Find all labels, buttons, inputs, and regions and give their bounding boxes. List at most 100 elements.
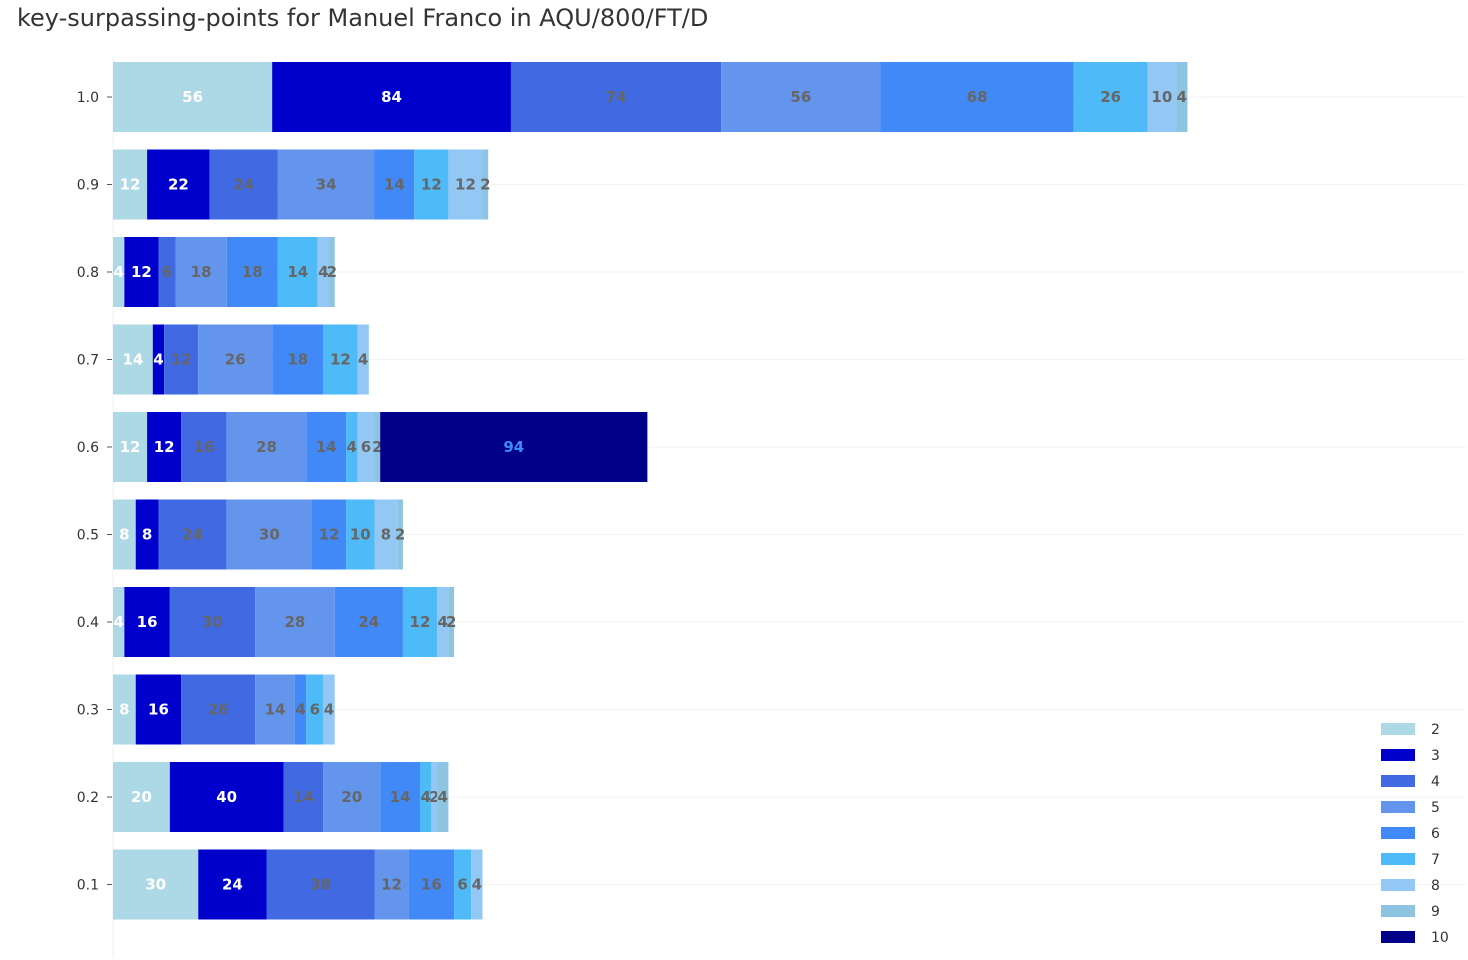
legend-swatch	[1381, 723, 1415, 735]
bar-segment	[113, 237, 125, 307]
data-label: 2	[372, 438, 382, 456]
data-label: 56	[182, 88, 203, 106]
data-label: 18	[287, 351, 308, 369]
data-label: 4	[318, 263, 328, 281]
legend-swatch	[1381, 853, 1415, 865]
data-label: 2	[480, 176, 490, 194]
y-tick-label: 1.0	[77, 90, 99, 106]
bar-segment	[147, 412, 182, 482]
bar-segment	[113, 149, 148, 220]
bar-segment	[158, 237, 176, 307]
legend-label: 5	[1431, 800, 1440, 816]
bar-segment	[329, 237, 335, 307]
bar-segment	[357, 324, 369, 395]
data-label: 8	[142, 526, 152, 544]
data-label: 12	[120, 176, 141, 194]
bar-segment	[124, 587, 170, 657]
bar-segment	[374, 412, 381, 482]
data-label: 12	[120, 438, 141, 456]
bar-segment	[317, 237, 330, 307]
bar-segment	[181, 412, 227, 482]
data-label: 4	[324, 701, 334, 719]
bar-segment	[147, 149, 210, 220]
bar-segment	[294, 674, 307, 745]
data-label: 30	[202, 613, 223, 631]
data-label: 20	[131, 788, 152, 806]
data-label: 2	[429, 788, 439, 806]
bar-segment	[277, 149, 375, 220]
bar-segment	[198, 849, 267, 920]
data-label: 14	[287, 263, 308, 281]
data-label: 30	[259, 526, 280, 544]
bar-segment	[323, 674, 335, 745]
bar-segment	[334, 587, 403, 657]
data-label: 84	[381, 88, 402, 106]
data-label: 8	[119, 526, 129, 544]
data-label: 12	[381, 876, 402, 894]
bar-segment	[226, 412, 307, 482]
data-label: 12	[330, 351, 351, 369]
data-label: 4	[438, 788, 448, 806]
data-label: 26	[225, 351, 246, 369]
bar-segment	[374, 149, 415, 220]
data-label: 26	[208, 701, 229, 719]
data-label: 12	[319, 526, 340, 544]
data-label: 10	[350, 526, 371, 544]
data-label: 4	[113, 613, 123, 631]
data-label: 24	[222, 876, 243, 894]
y-tick-label: 0.4	[77, 615, 99, 631]
bar-segment	[346, 499, 375, 570]
bar-segment	[198, 324, 273, 395]
bar-segment	[113, 762, 170, 832]
bar-segment	[510, 62, 722, 132]
data-label: 16	[194, 438, 215, 456]
data-label: 26	[1100, 88, 1121, 106]
data-label: 4	[472, 876, 482, 894]
bar-segment	[175, 237, 227, 307]
data-label: 24	[182, 526, 203, 544]
bar-segment	[323, 762, 381, 832]
data-label: 6	[310, 701, 320, 719]
bar-segment	[135, 674, 182, 745]
data-label: 18	[191, 263, 212, 281]
data-label: 18	[242, 263, 263, 281]
bar-segment	[323, 324, 358, 395]
bar-segment	[255, 587, 335, 657]
bar-segment	[721, 62, 881, 132]
data-label: 16	[148, 701, 169, 719]
data-label: 4	[420, 788, 430, 806]
data-label: 4	[295, 701, 305, 719]
chart-title: key-surpassing-points for Manuel Franco …	[17, 4, 709, 32]
data-label: 56	[790, 88, 811, 106]
bar-segment	[408, 849, 455, 920]
data-label: 40	[216, 788, 237, 806]
legend-swatch	[1381, 931, 1415, 943]
bar-segment	[346, 412, 358, 482]
legend-label: 9	[1431, 904, 1440, 920]
data-label: 20	[341, 788, 362, 806]
legend-swatch	[1381, 749, 1415, 761]
bar-segment	[113, 412, 148, 482]
legend-label: 10	[1431, 930, 1449, 946]
data-label: 4	[438, 613, 448, 631]
data-label: 28	[284, 613, 305, 631]
y-tick-label: 0.7	[77, 353, 99, 369]
bar-segment	[431, 762, 438, 832]
bar-segment	[402, 587, 438, 657]
data-label: 6	[361, 438, 371, 456]
bar-segment	[277, 237, 318, 307]
bar-segment	[374, 499, 398, 570]
data-label: 12	[131, 263, 152, 281]
legend-label: 7	[1431, 852, 1440, 868]
bar-segment	[164, 324, 199, 395]
bar-segment	[226, 237, 278, 307]
bar-segment	[311, 499, 347, 570]
data-label: 2	[327, 263, 337, 281]
bar-segment	[209, 149, 278, 220]
bar-segment	[880, 62, 1074, 132]
bar-segment	[357, 412, 375, 482]
bar-segment	[448, 587, 455, 657]
bar-segment	[255, 674, 295, 745]
data-label: 30	[145, 876, 166, 894]
